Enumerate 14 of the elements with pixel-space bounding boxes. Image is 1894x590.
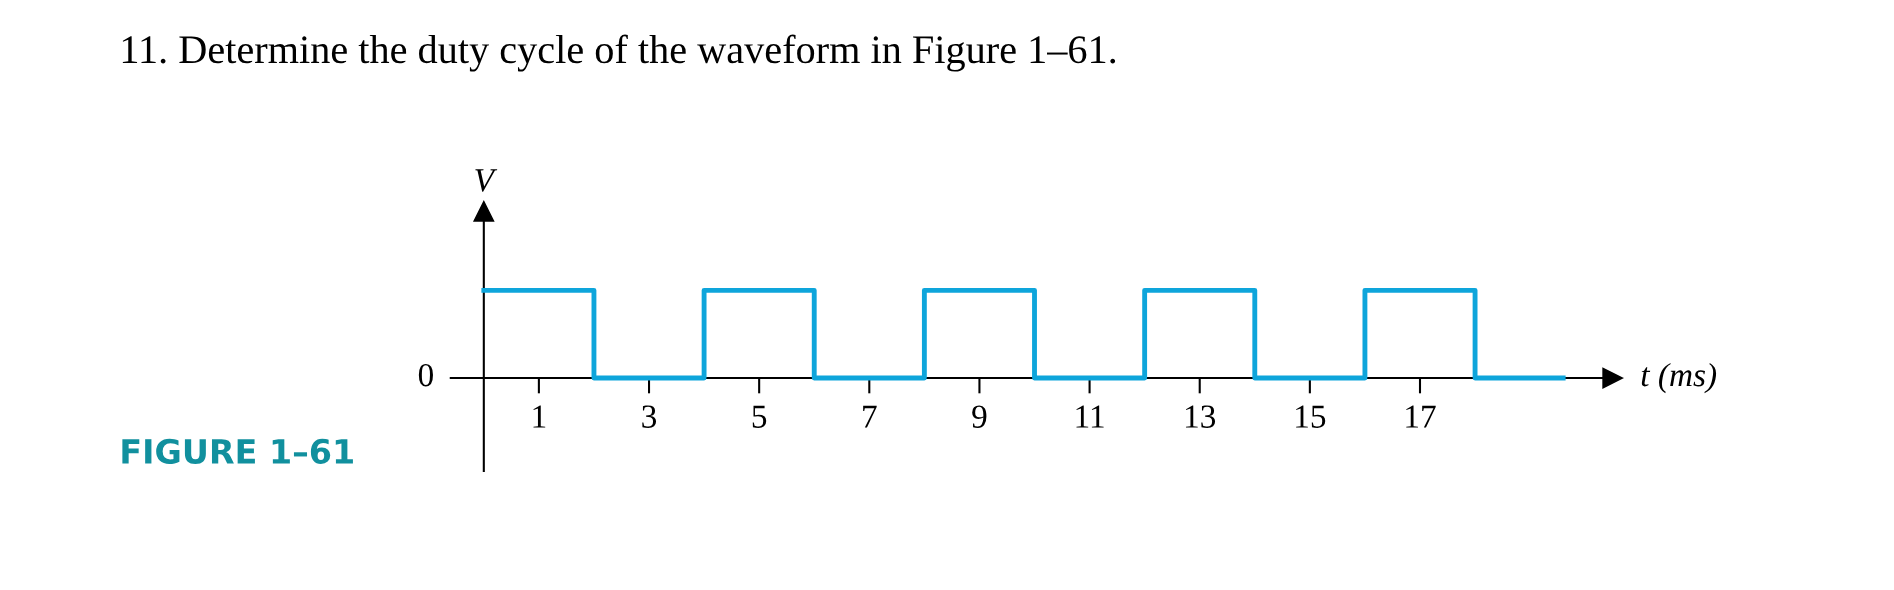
x-tick-label: 15 [1296,405,1326,428]
x-tick-label: 5 [752,405,767,428]
caption: FIGURE 1–61 [122,438,353,464]
chart-title: 11. Determine the duty cycle of the waveform in Figure 1–61. [122,34,1116,72]
text: 0 [418,363,433,387]
x-tick-label: 1 [533,405,546,428]
x-tick-label: 9 [972,405,987,428]
x-tick-label: 7 [863,405,877,428]
y-axis-title: V [475,169,498,192]
x-tick-label: 11 [1076,405,1104,428]
x-tick-label: 3 [642,405,657,428]
x-tick-label: 13 [1185,405,1216,428]
x-tick-label: 17 [1406,405,1436,428]
x-axis-title: t (ms) [1641,362,1717,394]
